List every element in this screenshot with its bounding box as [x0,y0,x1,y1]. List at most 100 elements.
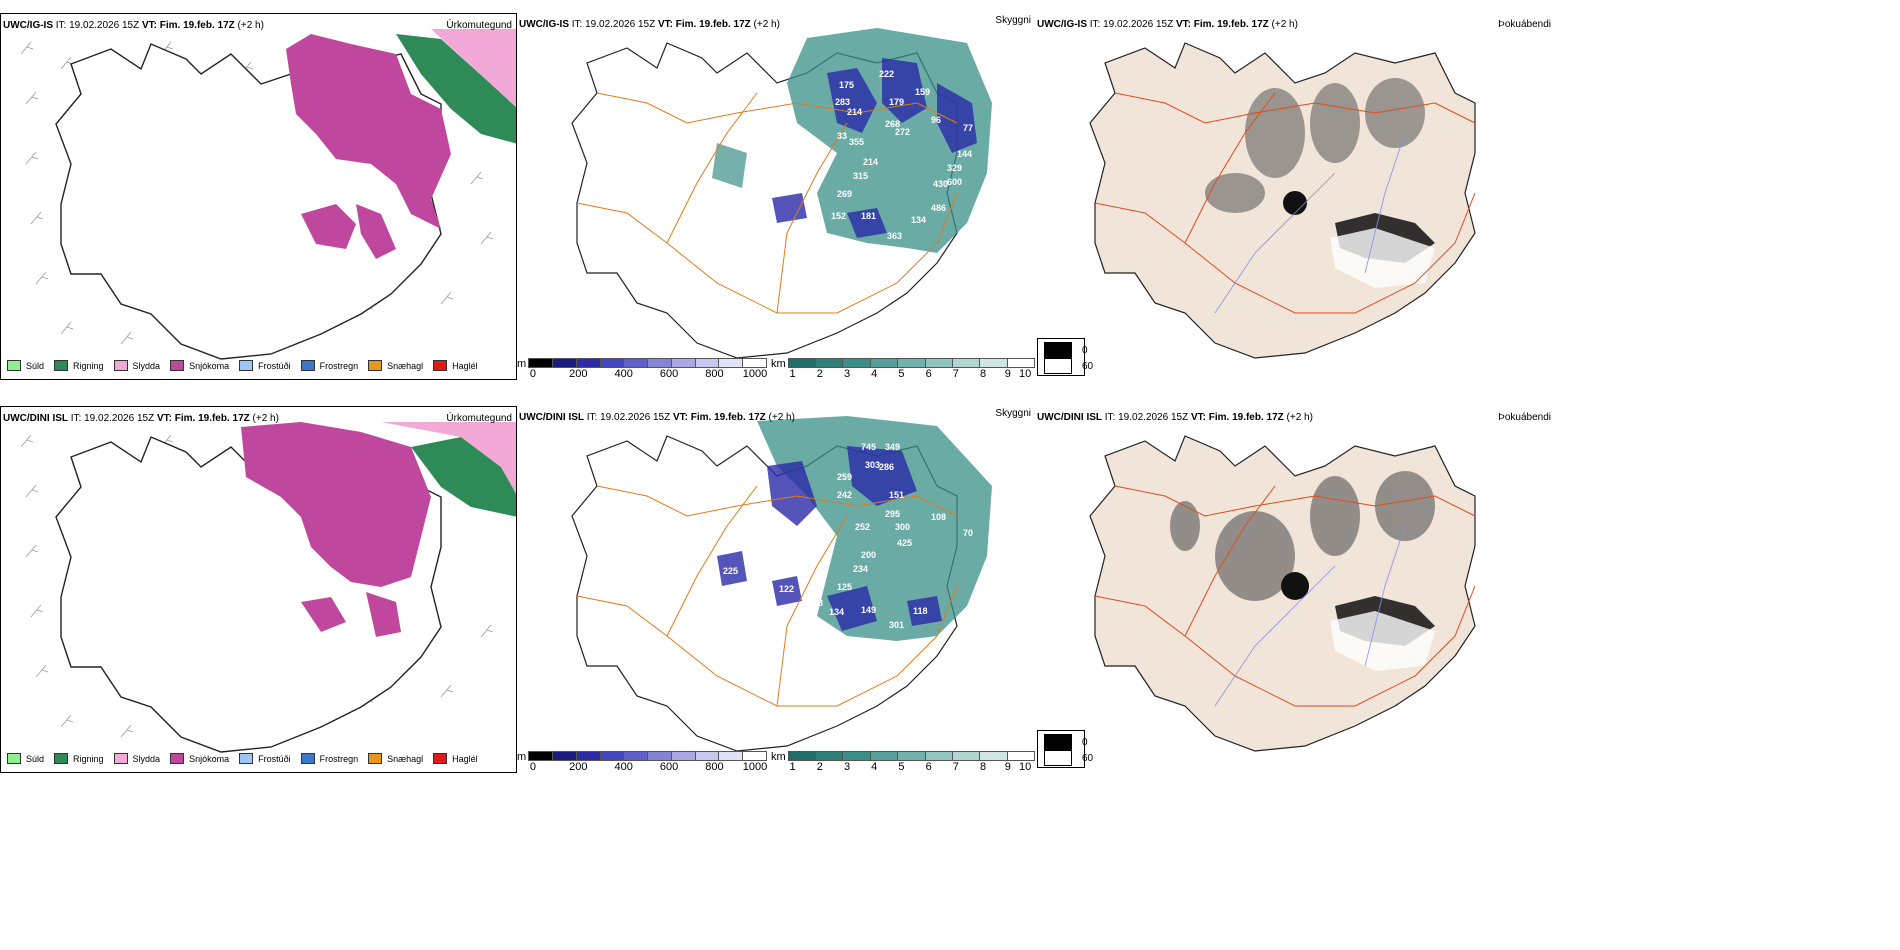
ceiling-labels: 745 349 259 303 286 242 151 295 108 252 … [723,442,973,630]
legend-swatch [54,753,69,764]
legend-item: Snjókoma [170,753,229,764]
colorbar-segment [742,358,767,368]
glacier-clear [1330,611,1435,671]
ceiling-label: 268 [885,119,900,129]
ceiling-label: 152 [831,211,846,221]
legend-item: Slydda [113,360,160,371]
ceiling-label: 745 [861,442,876,452]
tick-label: 600 [659,761,679,773]
low-ceiling-area [772,58,977,238]
colorbar-segment [924,358,952,368]
legend-swatch [7,753,21,764]
fog-legend-top: 0 60 [1037,338,1093,376]
ceiling-label: 151 [889,490,904,500]
tick-label: 10 [1018,761,1032,773]
road-network [576,485,958,707]
fog-dark-core [1281,572,1309,600]
legend-swatch [54,360,69,371]
tick-label: 600 [659,368,679,380]
colorbar-segment [787,751,816,761]
legend-swatch [433,360,448,371]
legend-swatch [433,753,448,764]
tick-label: 5 [898,761,905,773]
ceiling-label: 269 [837,189,852,199]
ceiling-colorbar: m 0 200 400 600 800 1000 [517,751,767,773]
ceiling-label: 96 [931,115,941,125]
ceiling-label: 225 [723,566,738,576]
panel-label: Úrkomutegund [446,20,512,31]
tick-label: 8 [979,368,987,380]
ceiling-map: 175 222 283 214 179 159 268 96 272 77 33… [571,28,992,359]
legend-item: Snæhagl [368,360,423,371]
ceiling-label: 486 [931,203,946,213]
tick-label: 3 [843,761,851,773]
ceiling-label: 181 [861,211,876,221]
tick-label: 2 [816,761,823,773]
tick-label: 5 [898,368,905,380]
ceiling-label: 175 [839,80,854,90]
tick-label: 0 [529,761,536,773]
ceiling-label: 272 [895,127,910,137]
tick-label: 800 [705,761,724,773]
ceiling-label: 283 [835,97,850,107]
legend-swatch [113,753,128,764]
visibility-unit: km [771,358,786,370]
precip-legend: Súld Rigning Slydda Snjókoma Frostúði Fr… [7,753,478,764]
ceiling-label: 600 [947,177,962,187]
rivers [1214,132,1406,314]
legend-item: Haglél [433,360,478,371]
ceiling-label: 134 [829,607,844,617]
panel-title: UWC/IG-IS IT: 19.02.2026 15Z VT: Fim. 19… [1037,19,1298,30]
visibility-colorbar: km 1 2 3 4 5 6 7 8 9 [771,358,1035,380]
legend-swatch [7,360,21,371]
low-ceiling-area [717,446,942,631]
panel-label: Skyggni [995,408,1031,419]
tick-label: 4 [871,368,878,380]
colorbar-segment [951,751,980,761]
legend-item: Rigning [54,360,104,371]
fog-legend-bottom: 0 60 [1037,730,1093,768]
legend-item: Frostregn [300,753,358,764]
colorbar-segment [647,751,671,761]
tick-label: 3 [843,368,851,380]
colorbar-segment [670,751,695,761]
colorbar-segment [897,358,925,368]
ceiling-label: 329 [947,163,962,173]
legend-item: Frostregn [300,360,358,371]
ceiling-label: 303 [865,460,880,470]
ceiling-labels: 175 222 283 214 179 159 268 96 272 77 33… [831,69,973,241]
ceiling-label: 134 [911,215,926,225]
ceiling-label: 214 [847,107,862,117]
snow-area [286,34,451,259]
legend-item: Rigning [54,753,104,764]
fog-map [1089,435,1476,752]
colorbar-segment [694,358,719,368]
tick-label: 9 [1004,368,1011,380]
ceiling-visibility-panel-top: UWC/IG-IS IT: 19.02.2026 15Z VT: Fim. 19… [517,13,1035,380]
legend-swatch [300,753,315,764]
rain-area [411,437,516,517]
fog-field [1205,78,1425,213]
legend-swatch [368,360,383,371]
legend-item: Snjókoma [170,360,229,371]
colorbar-segment [528,751,552,761]
visibility-colorbar: km 1 2 3 4 5 6 7 8 9 [771,751,1035,773]
rivers [1214,525,1406,707]
colorbar-segment [842,751,870,761]
ceiling-label: 149 [861,605,876,615]
legend-row-black: 0 [1044,734,1088,750]
colorbar-segment [815,751,843,761]
panel-title: UWC/DINI ISL IT: 19.02.2026 15Z VT: Fim.… [1037,412,1313,423]
ceiling-label: 159 [915,87,930,97]
ceiling-label: 301 [889,620,904,630]
legend-item: Súld [7,360,44,371]
road-network [1094,92,1476,314]
colorbar-segment [599,751,624,761]
road-network [1094,485,1476,707]
ceiling-unit: m [517,358,527,370]
legend-swatch [1044,734,1072,750]
legend-swatch [1044,342,1072,358]
tick-label: 0 [529,368,536,380]
tick-label: 400 [614,368,633,380]
tick-label: 8 [979,761,987,773]
